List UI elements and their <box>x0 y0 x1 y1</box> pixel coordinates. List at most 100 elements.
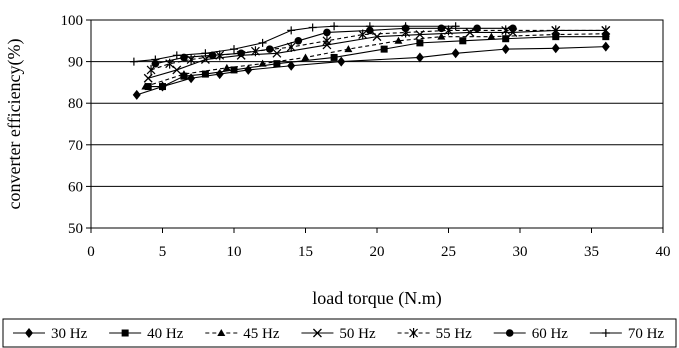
x-tick-label: 30 <box>513 244 528 260</box>
data-point <box>323 28 331 37</box>
x-tick-label: 35 <box>584 244 599 260</box>
data-point <box>146 64 156 75</box>
data-point <box>244 64 253 75</box>
data-point <box>437 24 446 33</box>
data-point <box>401 22 410 31</box>
legend: 30 Hz 40 Hz 45 Hz 50 Hz 55 Hz 60 Hz 70 Hz <box>13 326 664 342</box>
legend-item: 30 Hz <box>13 326 88 342</box>
legend-item: 45 Hz <box>205 326 280 342</box>
data-point <box>330 22 339 31</box>
data-point <box>172 65 182 75</box>
x-tick-label: 0 <box>87 244 95 260</box>
legend-item: 40 Hz <box>109 326 184 342</box>
data-point <box>444 25 453 36</box>
data-point <box>172 51 181 60</box>
x-tick-label: 10 <box>227 244 242 260</box>
series-line <box>148 29 606 79</box>
data-point <box>337 56 346 67</box>
data-point <box>258 59 267 67</box>
x-tick-label: 20 <box>370 244 385 260</box>
data-point <box>230 66 238 74</box>
data-point <box>287 26 296 35</box>
x-tick-label: 5 <box>159 244 167 260</box>
legend-marker <box>121 329 129 337</box>
legend-marker <box>25 328 33 338</box>
data-point <box>551 25 561 36</box>
data-point <box>129 57 138 66</box>
data-point <box>501 25 511 36</box>
data-point <box>159 83 166 91</box>
data-point <box>258 38 267 47</box>
legend-label: 70 Hz <box>628 326 665 342</box>
data-point <box>141 82 150 90</box>
data-point <box>201 49 210 58</box>
data-point <box>601 25 611 36</box>
y-tick-label: 70 <box>68 138 83 154</box>
data-point <box>215 69 224 80</box>
series-line <box>133 25 456 63</box>
data-point <box>132 89 141 100</box>
data-point <box>501 44 510 55</box>
x-tick-label: 15 <box>298 244 313 260</box>
data-point <box>151 59 160 68</box>
plot-area-frame <box>90 19 664 229</box>
legend-item: 70 Hz <box>589 326 665 342</box>
data-point <box>237 49 245 58</box>
gridlines <box>91 19 663 187</box>
data-point <box>344 45 353 53</box>
data-point <box>365 22 374 31</box>
legend-marker <box>601 329 610 337</box>
data-point <box>286 42 296 53</box>
data-point <box>415 52 424 63</box>
data-point <box>509 24 517 33</box>
data-point <box>294 37 303 45</box>
data-point <box>380 45 388 53</box>
data-point <box>208 51 217 60</box>
legend-label: 45 Hz <box>243 326 280 342</box>
x-tick-label: 40 <box>656 244 671 260</box>
data-point <box>451 48 460 59</box>
data-point <box>366 26 374 35</box>
data-point <box>179 70 188 78</box>
legend-box <box>2 318 677 348</box>
legend-item: 50 Hz <box>301 326 376 342</box>
x-axis-label: load torque (N.m) <box>312 288 441 309</box>
data-point <box>273 60 281 68</box>
data-point <box>265 45 274 53</box>
data-point <box>301 53 310 61</box>
series-4 <box>146 25 611 75</box>
data-point <box>601 41 610 52</box>
data-point <box>473 24 481 33</box>
legend-label: 55 Hz <box>436 326 473 342</box>
legend-marker <box>217 329 226 336</box>
data-point <box>322 35 332 46</box>
y-tick-label: 60 <box>68 179 83 195</box>
y-tick-label: 90 <box>68 55 83 71</box>
y-tick-label: 50 <box>68 221 83 237</box>
data-point <box>287 60 296 71</box>
y-tick-label: 80 <box>68 96 83 112</box>
legend-label: 50 Hz <box>339 326 376 342</box>
data-point <box>330 53 338 61</box>
data-point <box>437 32 446 40</box>
data-point <box>394 36 403 44</box>
legend-item: 60 Hz <box>493 326 569 342</box>
data-point <box>459 37 467 45</box>
legend-label: 60 Hz <box>532 326 569 342</box>
data-point <box>144 83 152 91</box>
data-point <box>272 48 282 58</box>
data-point <box>487 32 496 40</box>
data-point <box>451 22 460 31</box>
legend-label: 30 Hz <box>51 326 88 342</box>
data-point <box>143 73 153 83</box>
data-point <box>502 35 510 43</box>
series-line <box>155 27 513 65</box>
data-point <box>180 53 188 62</box>
data-point <box>465 28 475 37</box>
data-point <box>151 55 160 64</box>
data-point <box>308 23 317 32</box>
x-tick-label: 25 <box>441 244 456 260</box>
y-tick-label: 100 <box>61 13 84 29</box>
data-point <box>222 63 231 71</box>
